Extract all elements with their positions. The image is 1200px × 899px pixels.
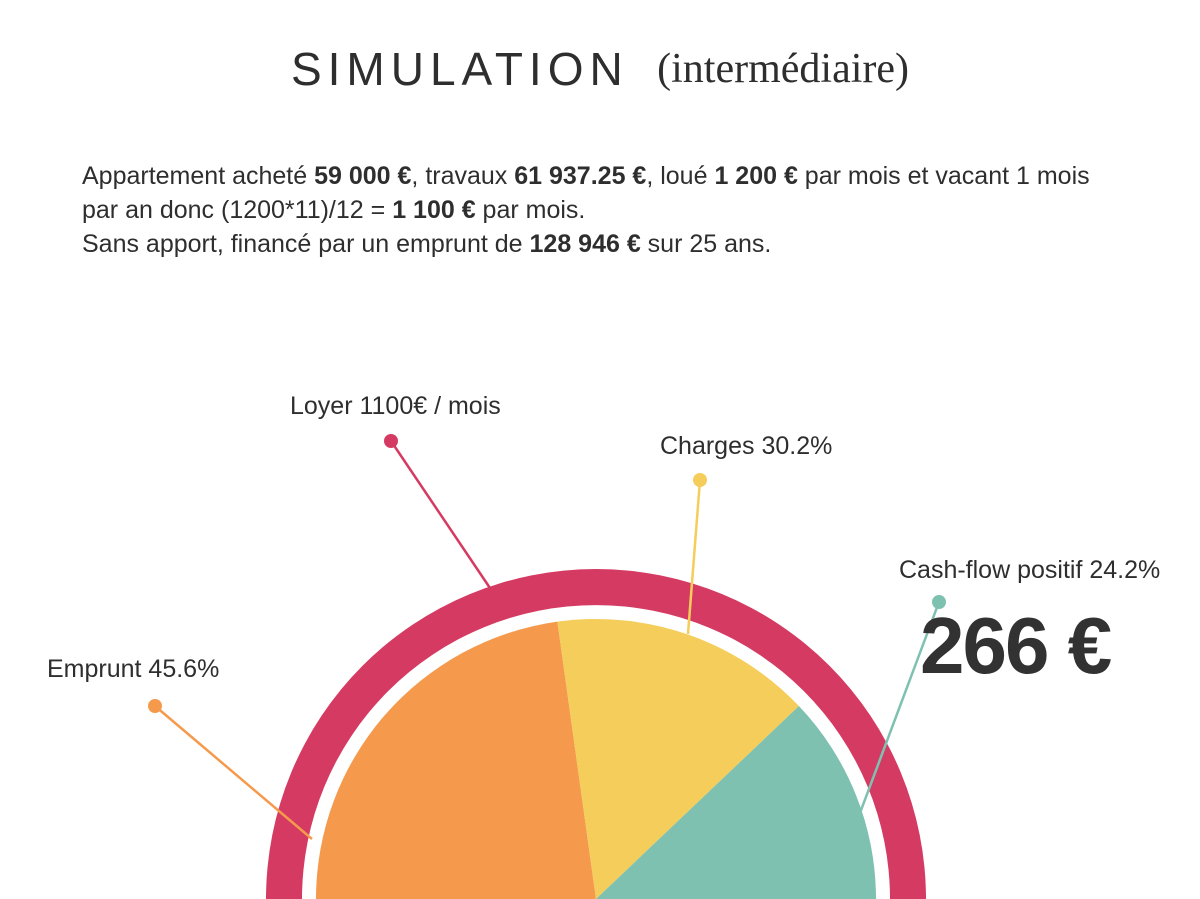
half-pie-chart — [0, 0, 1200, 899]
slice-emprunt — [316, 622, 596, 899]
cashflow-amount: 266 € — [920, 600, 1110, 692]
pointer-emprunt-dot — [148, 699, 162, 713]
charges-label: Charges 30.2% — [660, 432, 832, 461]
loyer-pointer-line — [391, 441, 494, 594]
chart-area — [0, 0, 1200, 899]
pointer-emprunt-line — [155, 706, 312, 839]
emprunt-label: Emprunt 45.6% — [47, 655, 219, 684]
pointer-charges-dot — [693, 473, 707, 487]
stage: SIMULATION (intermédiaire) Appartement a… — [0, 0, 1200, 899]
loyer-label: Loyer 1100€ / mois — [290, 392, 501, 421]
loyer-pointer-dot — [384, 434, 398, 448]
cashflow-label: Cash-flow positif 24.2% — [899, 556, 1160, 585]
